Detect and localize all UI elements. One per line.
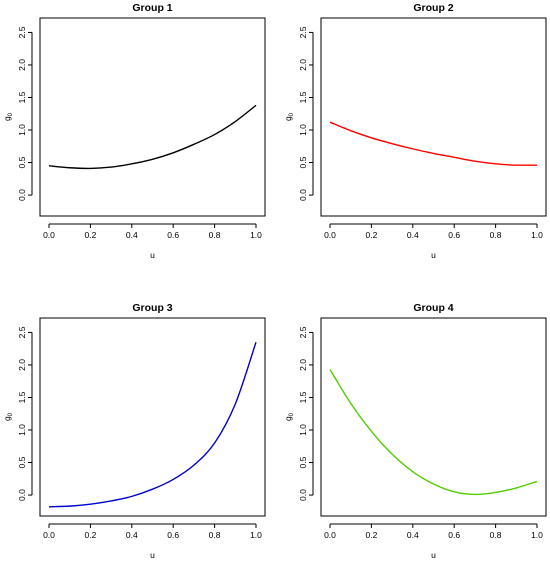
y-axis-label: g0 bbox=[2, 412, 14, 421]
x-tick-label: 0.4 bbox=[407, 230, 419, 240]
y-tick-label: 1.5 bbox=[17, 391, 27, 403]
x-tick-label: 0.0 bbox=[324, 230, 336, 240]
series-line bbox=[329, 121, 538, 166]
plot-frame bbox=[320, 317, 547, 517]
series-line bbox=[48, 104, 257, 170]
panel-3: Group 3 0.0 0.2 0.4 0.6 0.8 1.0 u 0.0 0.5 1.0 1.5 2.… bbox=[2, 302, 266, 560]
y-tick-label: 1.0 bbox=[17, 124, 27, 136]
panel-title: Group 2 bbox=[413, 2, 453, 14]
y-axis-label: g0 bbox=[283, 112, 295, 121]
y-axis-label-base: g bbox=[283, 116, 293, 121]
y-axis-label-base: g bbox=[283, 416, 293, 421]
plot-frame bbox=[320, 17, 547, 217]
x-tick-label: 0.6 bbox=[448, 530, 460, 540]
y-axis-label-subscript: 0 bbox=[8, 412, 14, 416]
y-tick-label: 0.0 bbox=[298, 189, 308, 201]
y-tick-label: 2.0 bbox=[17, 359, 27, 371]
x-tick-label: 0.4 bbox=[407, 530, 419, 540]
y-axis-label-subscript: 0 bbox=[289, 412, 295, 416]
y-tick-label: 2.5 bbox=[17, 326, 27, 338]
y-tick-label: 1.0 bbox=[298, 124, 308, 136]
x-tick-label: 1.0 bbox=[250, 230, 262, 240]
y-tick-label: 2.0 bbox=[17, 59, 27, 71]
x-tick-label: 0.8 bbox=[490, 530, 502, 540]
y-tick-label: 0.0 bbox=[17, 489, 27, 501]
plot-frame bbox=[39, 17, 266, 217]
y-tick-label: 2.0 bbox=[298, 359, 308, 371]
x-tick-label: 0.6 bbox=[448, 230, 460, 240]
y-tick-label: 0.0 bbox=[17, 189, 27, 201]
y-axis-label-subscript: 0 bbox=[289, 112, 295, 116]
series-line bbox=[48, 341, 257, 508]
y-tick-label: 0.5 bbox=[298, 456, 308, 468]
y-tick-label: 1.5 bbox=[298, 391, 308, 403]
x-tick-label: 0.2 bbox=[84, 230, 96, 240]
y-axis-label-base: g bbox=[2, 116, 12, 121]
y-tick-label: 0.5 bbox=[17, 156, 27, 168]
x-tick-label: 0.2 bbox=[84, 530, 96, 540]
plot-frame bbox=[39, 317, 266, 517]
x-tick-label: 1.0 bbox=[531, 530, 543, 540]
y-axis-label: g0 bbox=[2, 112, 14, 121]
panel-title: Group 1 bbox=[132, 2, 172, 14]
y-tick-label: 1.5 bbox=[17, 91, 27, 103]
y-tick-label: 2.5 bbox=[298, 26, 308, 38]
x-axis-label: u bbox=[150, 250, 155, 260]
x-axis-label: u bbox=[431, 250, 436, 260]
x-tick-label: 0.2 bbox=[365, 530, 377, 540]
x-tick-label: 0.0 bbox=[43, 230, 55, 240]
x-tick-label: 0.6 bbox=[167, 530, 179, 540]
y-tick-label: 1.5 bbox=[298, 91, 308, 103]
x-tick-label: 1.0 bbox=[531, 230, 543, 240]
x-axis-label: u bbox=[431, 550, 436, 560]
y-tick-label: 0.5 bbox=[298, 156, 308, 168]
x-tick-label: 0.8 bbox=[490, 230, 502, 240]
y-tick-label: 2.0 bbox=[298, 59, 308, 71]
x-axis-label: u bbox=[150, 550, 155, 560]
y-axis-label-base: g bbox=[2, 416, 12, 421]
x-tick-label: 0.0 bbox=[43, 530, 55, 540]
y-axis-label-subscript: 0 bbox=[8, 112, 14, 116]
y-tick-label: 2.5 bbox=[298, 326, 308, 338]
y-tick-label: 0.0 bbox=[298, 489, 308, 501]
x-tick-label: 0.4 bbox=[126, 530, 138, 540]
y-axis-label: g0 bbox=[283, 412, 295, 421]
x-tick-label: 0.6 bbox=[167, 230, 179, 240]
panel-title: Group 4 bbox=[413, 302, 453, 314]
x-tick-label: 0.2 bbox=[365, 230, 377, 240]
x-tick-label: 0.8 bbox=[209, 230, 221, 240]
y-tick-label: 1.0 bbox=[17, 424, 27, 436]
panel-4: Group 4 0.0 0.2 0.4 0.6 0.8 1.0 u 0.0 0.5 1.0 1.5 2.… bbox=[283, 302, 547, 560]
x-tick-label: 1.0 bbox=[250, 530, 262, 540]
panel-title: Group 3 bbox=[132, 302, 172, 314]
panel-2: Group 2 0.0 0.2 0.4 0.6 0.8 1.0 u 0.0 0.5 1.0 1.5 2.… bbox=[283, 2, 547, 260]
series-line bbox=[329, 369, 538, 496]
x-tick-label: 0.8 bbox=[209, 530, 221, 540]
y-tick-label: 0.5 bbox=[17, 456, 27, 468]
y-tick-label: 1.0 bbox=[298, 424, 308, 436]
x-tick-label: 0.0 bbox=[324, 530, 336, 540]
panel-1: Group 1 0.0 0.2 0.4 0.6 0.8 1.0 u 0.0 0.5 1.0 1.5 2.… bbox=[2, 2, 266, 260]
x-tick-label: 0.4 bbox=[126, 230, 138, 240]
y-tick-label: 2.5 bbox=[17, 26, 27, 38]
